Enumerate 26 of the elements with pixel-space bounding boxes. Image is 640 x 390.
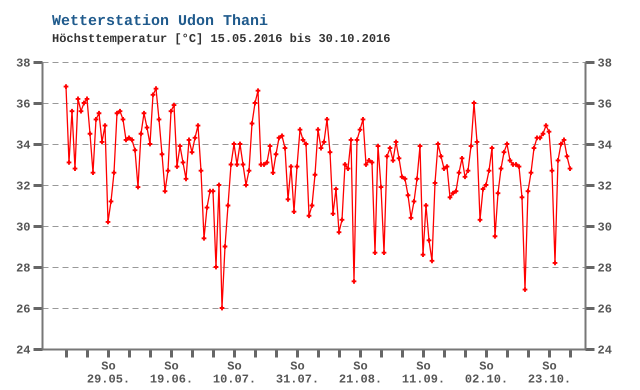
y-tick-label: 24 xyxy=(16,344,30,358)
y-tick-label: 38 xyxy=(16,56,30,70)
x-tick-label: So 10.07. xyxy=(212,360,256,386)
y-tick-label: 30 xyxy=(16,220,30,234)
y-tick-label: 32 xyxy=(16,180,30,194)
x-tick-label: So 21.08. xyxy=(338,360,382,386)
y-tick-label: 28 xyxy=(16,262,30,276)
chart-title: Wetterstation Udon Thani xyxy=(52,13,268,30)
x-tick-label: So 23.10. xyxy=(528,360,572,386)
y2-tick-label: 28 xyxy=(598,262,612,276)
y2-tick-label: 26 xyxy=(598,302,612,316)
y2-tick-label: 30 xyxy=(598,220,612,234)
chart-subtitle: Höchsttemperatur [°C] 15.05.2016 bis 30.10.2016 xyxy=(52,32,390,46)
y-tick-label: 36 xyxy=(16,98,30,112)
y2-tick-label: 24 xyxy=(598,344,612,358)
y2-tick-label: 38 xyxy=(598,56,612,70)
y-tick-label: 34 xyxy=(16,138,30,152)
x-tick-label: So 31.07. xyxy=(276,360,320,386)
y2-tick-label: 36 xyxy=(598,98,612,112)
x-tick-label: So 02.10. xyxy=(464,360,508,386)
x-tick-label: So 19.06. xyxy=(150,360,194,386)
x-tick-label: So 11.09. xyxy=(402,360,446,386)
y-tick-label: 26 xyxy=(16,302,30,316)
y2-tick-label: 32 xyxy=(598,180,612,194)
y2-tick-label: 34 xyxy=(598,138,612,152)
x-tick-label: So 29.05. xyxy=(86,360,130,386)
